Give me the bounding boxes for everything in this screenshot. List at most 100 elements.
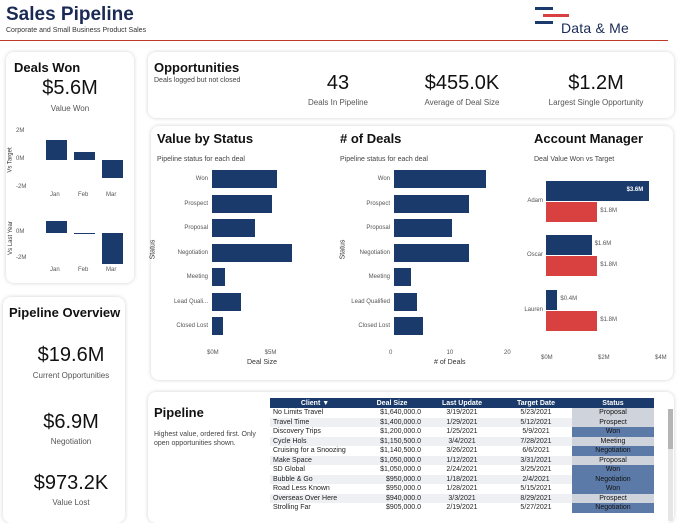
table-row[interactable]: No Limits Travel $1,640,000.0 3/19/2021 5/2… xyxy=(270,408,654,418)
deals-won-label: Value Won xyxy=(50,104,90,113)
table-cell: $1,050,000.0 xyxy=(360,455,424,465)
x-tick-label: Mar xyxy=(106,192,117,198)
table-row[interactable]: Cycle Hols $1,150,500.0 3/4/2021 7/28/2021 M… xyxy=(270,436,654,446)
account-manager-title: Account Manager xyxy=(534,131,644,146)
brand-logo: Data & Me xyxy=(533,6,651,38)
table-cell: Cycle Hols xyxy=(270,436,360,446)
won-bar xyxy=(546,290,558,310)
opportunities-title: Opportunities xyxy=(154,60,240,75)
negotiation-label: Negotiation xyxy=(50,437,92,446)
sort-desc-icon[interactable]: ▼ xyxy=(322,399,330,407)
account-manager-subtitle: Deal Value Won vs Target xyxy=(534,156,615,163)
status-bar xyxy=(394,268,412,286)
y-tick-label: 2M xyxy=(16,128,25,134)
table-cell: 7/28/2021 xyxy=(500,436,572,446)
target-value-label: $1.8M xyxy=(600,317,617,323)
category-label: Lead Qualified xyxy=(351,298,390,305)
average-deal-size-value: $455.0K xyxy=(424,72,500,94)
largest-opportunity-value: $1.2M xyxy=(568,72,624,94)
pipeline-overview-title: Pipeline Overview xyxy=(9,305,121,320)
x-tick-label: 0 xyxy=(389,350,393,356)
table-cell: 5/15/2021 xyxy=(520,485,552,493)
value-by-status-title: Value by Status xyxy=(157,131,254,146)
column-bar xyxy=(102,160,123,179)
category-label: Meeting xyxy=(368,274,390,280)
won-value-label: $0.4M xyxy=(560,296,578,302)
num-deals-subtitle: Pipeline status for each deal xyxy=(340,156,428,163)
pipeline-overview-card: Pipeline Overview $19.6M Current Opportu… xyxy=(3,297,125,523)
table-cell: Bubble & Go xyxy=(270,474,360,484)
header-divider xyxy=(0,40,668,41)
column-header-status[interactable]: Status xyxy=(572,398,654,408)
table-row[interactable]: Cruising for a Snoozing $1,140,500.0 3/26/… xyxy=(270,446,654,456)
deals-in-pipeline-label: Deals In Pipeline xyxy=(307,98,369,107)
table-row[interactable]: Make Space $1,050,000.0 1/12/2021 3/31/2021… xyxy=(270,455,654,465)
table-cell: 3/31/2021 xyxy=(500,455,572,465)
table-scrollbar-thumb[interactable] xyxy=(668,409,673,449)
logo-bar-icon xyxy=(535,21,553,24)
column-header-deal-size[interactable]: Deal Size xyxy=(360,398,424,408)
status-bar xyxy=(394,292,417,311)
x-tick-label: $0M xyxy=(541,355,553,361)
column-header-client[interactable]: Client ▼ xyxy=(270,398,360,408)
table-row[interactable]: Strolling Far $905,000.0 2/19/2021 5/27/202… xyxy=(270,503,654,513)
opportunities-card: Opportunities Deals logged but not close… xyxy=(148,52,674,118)
pipeline-title: Pipeline xyxy=(154,405,204,420)
category-label: Lead Quali... xyxy=(173,298,208,305)
y-tick-label: -2M xyxy=(16,184,27,190)
value-lost-label: Value Lost xyxy=(52,498,90,507)
table-scrollbar[interactable] xyxy=(668,409,673,521)
table-row[interactable]: Discovery Trips $1,200,000.0 1/25/2021 5/9/… xyxy=(270,427,654,437)
table-cell: 1/12/2021 xyxy=(424,455,500,465)
x-tick-label: 20 xyxy=(504,350,511,356)
table-cell: $1,050,000.0 xyxy=(380,466,421,474)
table-row[interactable]: Overseas Over Here $940,000.0 3/3/2021 8/29… xyxy=(270,493,654,503)
category-label: Prospect xyxy=(366,200,390,207)
table-row[interactable]: Road Less Known $950,000.0 1/28/2021 5/15/2… xyxy=(270,484,654,494)
column-bar xyxy=(74,233,95,235)
y-tick-label: 0M xyxy=(16,156,25,162)
vs-last-year-axis-title: Vs Last Year xyxy=(7,221,14,255)
column-header-target-date[interactable]: Target Date xyxy=(500,398,572,408)
table-cell: 3/25/2021 xyxy=(520,466,552,474)
table-cell: Make Space xyxy=(270,455,360,465)
status-bar xyxy=(212,268,225,286)
x-tick-label: 10 xyxy=(446,350,454,356)
table-row[interactable]: Bubble & Go $950,000.0 1/18/2021 2/4/2021 Ne… xyxy=(270,474,654,484)
category-label: Closed Lost xyxy=(358,323,390,329)
table-cell: 5/12/2021 xyxy=(500,417,572,427)
table-cell: Road Less Known xyxy=(273,485,330,493)
deals-in-pipeline-value: 43 xyxy=(326,72,350,94)
table-cell: Overseas Over Here xyxy=(270,493,360,503)
status-bar xyxy=(212,219,255,237)
column-header-last-update[interactable]: Last Update xyxy=(424,398,500,408)
x-tick-label: $4M xyxy=(655,355,667,361)
status-badge: Negotiation xyxy=(572,446,654,456)
status-badge: Won xyxy=(572,484,654,494)
page-title: Sales Pipeline xyxy=(6,4,134,25)
opportunities-subtitle: Deals logged but not closed xyxy=(154,77,241,84)
table-cell: 8/29/2021 xyxy=(500,493,572,503)
manager-label: Adam xyxy=(527,198,543,204)
table-cell: $1,140,500.0 xyxy=(380,447,421,455)
table-cell: Discovery Trips xyxy=(273,428,321,436)
current-opportunities-value: $19.6M xyxy=(37,344,105,366)
x-tick-label: $0M xyxy=(207,350,219,356)
category-label: Negotiation xyxy=(359,249,390,256)
table-cell: $905,000.0 xyxy=(385,504,421,512)
status-badge: Proposal xyxy=(572,408,654,418)
status-badge: Negotiation xyxy=(572,503,654,513)
status-bar xyxy=(394,219,452,237)
status-badge: Won xyxy=(572,427,654,437)
status-bar xyxy=(394,243,469,262)
table-row[interactable]: SD Global $1,050,000.0 2/24/2021 3/25/2021 W… xyxy=(270,465,654,475)
category-label: Proposal xyxy=(366,225,390,231)
target-value-label: $1.8M xyxy=(600,208,617,214)
category-label: Proposal xyxy=(184,225,208,231)
table-row[interactable]: Travel Time $1,400,000.0 1/29/2021 5/12/202… xyxy=(270,417,654,427)
target-bar xyxy=(546,311,598,331)
y-tick-label: -2M xyxy=(16,255,27,261)
table-cell: SD Global xyxy=(273,466,305,474)
value-lost-value: $973.2K xyxy=(33,472,109,494)
x-tick-label: Feb xyxy=(78,267,89,273)
